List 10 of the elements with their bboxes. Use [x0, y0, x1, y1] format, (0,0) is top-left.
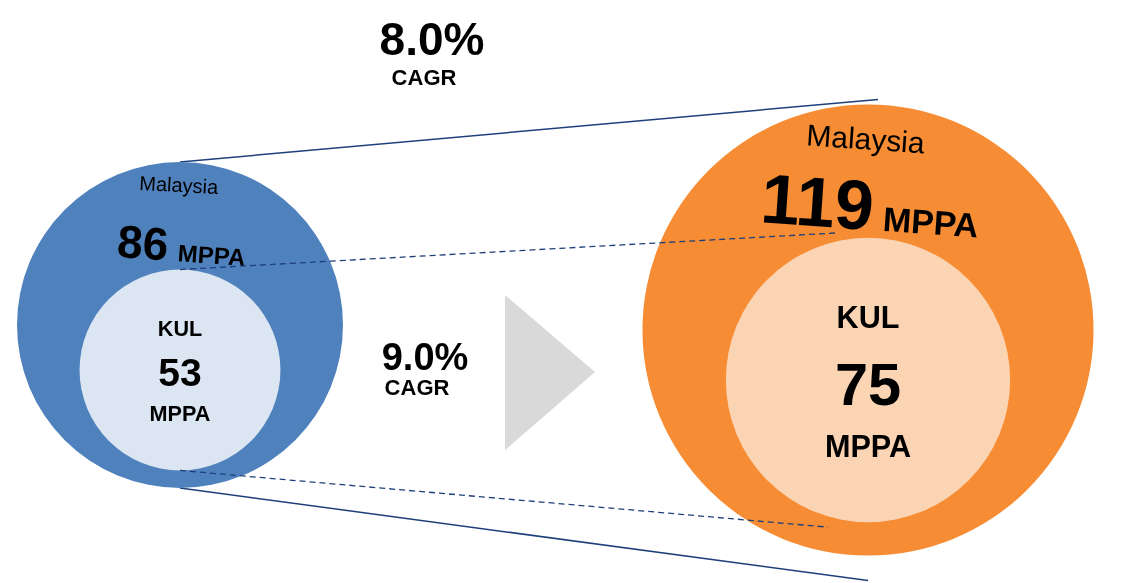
category-label: KUL — [157, 315, 203, 341]
category-label: Malaysia — [805, 118, 926, 160]
text: 8.0% CAGR — [379, 13, 485, 90]
category-label: Malaysia — [138, 171, 220, 199]
text: 9.0% CAGR — [381, 336, 469, 400]
data-label: 119 MPPA — [758, 159, 980, 246]
data-label: 86 MPPA — [115, 215, 247, 272]
data-label: 75 MPPA — [824, 350, 912, 463]
data-label: 53 MPPA — [149, 351, 211, 426]
category-label: KUL — [836, 299, 900, 334]
